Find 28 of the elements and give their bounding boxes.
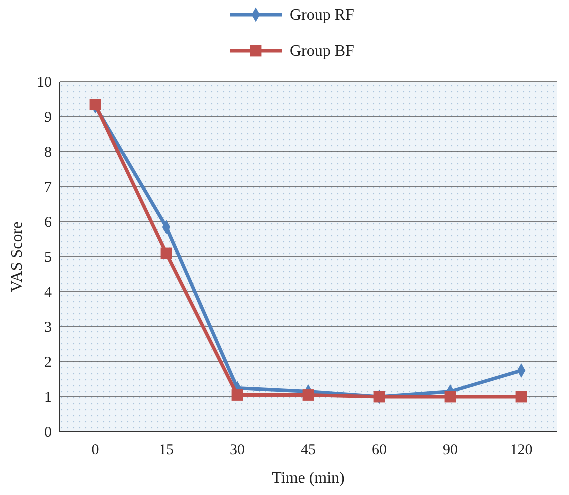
y-axis-title: VAS Score [9, 222, 26, 292]
legend-label: Group BF [290, 43, 355, 60]
x-tick-label: 90 [443, 442, 458, 459]
x-tick-label: 15 [159, 442, 174, 459]
point [302, 390, 314, 401]
y-tick-label: 6 [44, 214, 52, 231]
y-tick-label: 10 [37, 74, 52, 91]
point [516, 391, 528, 403]
y-tick-label: 2 [44, 354, 52, 371]
x-tick-label: 60 [372, 442, 387, 459]
point [232, 390, 244, 401]
y-tick-label: 8 [44, 144, 52, 161]
x-axis-title: Time (min) [272, 470, 345, 487]
y-tick-label: 0 [44, 424, 52, 441]
x-tick-label: 45 [301, 442, 316, 459]
y-tick-label: 7 [44, 180, 52, 196]
x-tick-label: 30 [230, 442, 245, 459]
legend-label: Group RF [290, 7, 355, 24]
point [160, 248, 172, 260]
y-tick-label: 5 [44, 250, 52, 266]
y-tick-label: 3 [44, 320, 52, 336]
x-tick-label: 0 [92, 442, 100, 459]
y-tick-label: 1 [44, 390, 52, 406]
x-tick-label: 120 [510, 442, 533, 459]
point [444, 391, 456, 403]
y-tick-label: 9 [44, 110, 52, 126]
y-tick-label: 4 [44, 284, 52, 301]
point [90, 99, 102, 110]
